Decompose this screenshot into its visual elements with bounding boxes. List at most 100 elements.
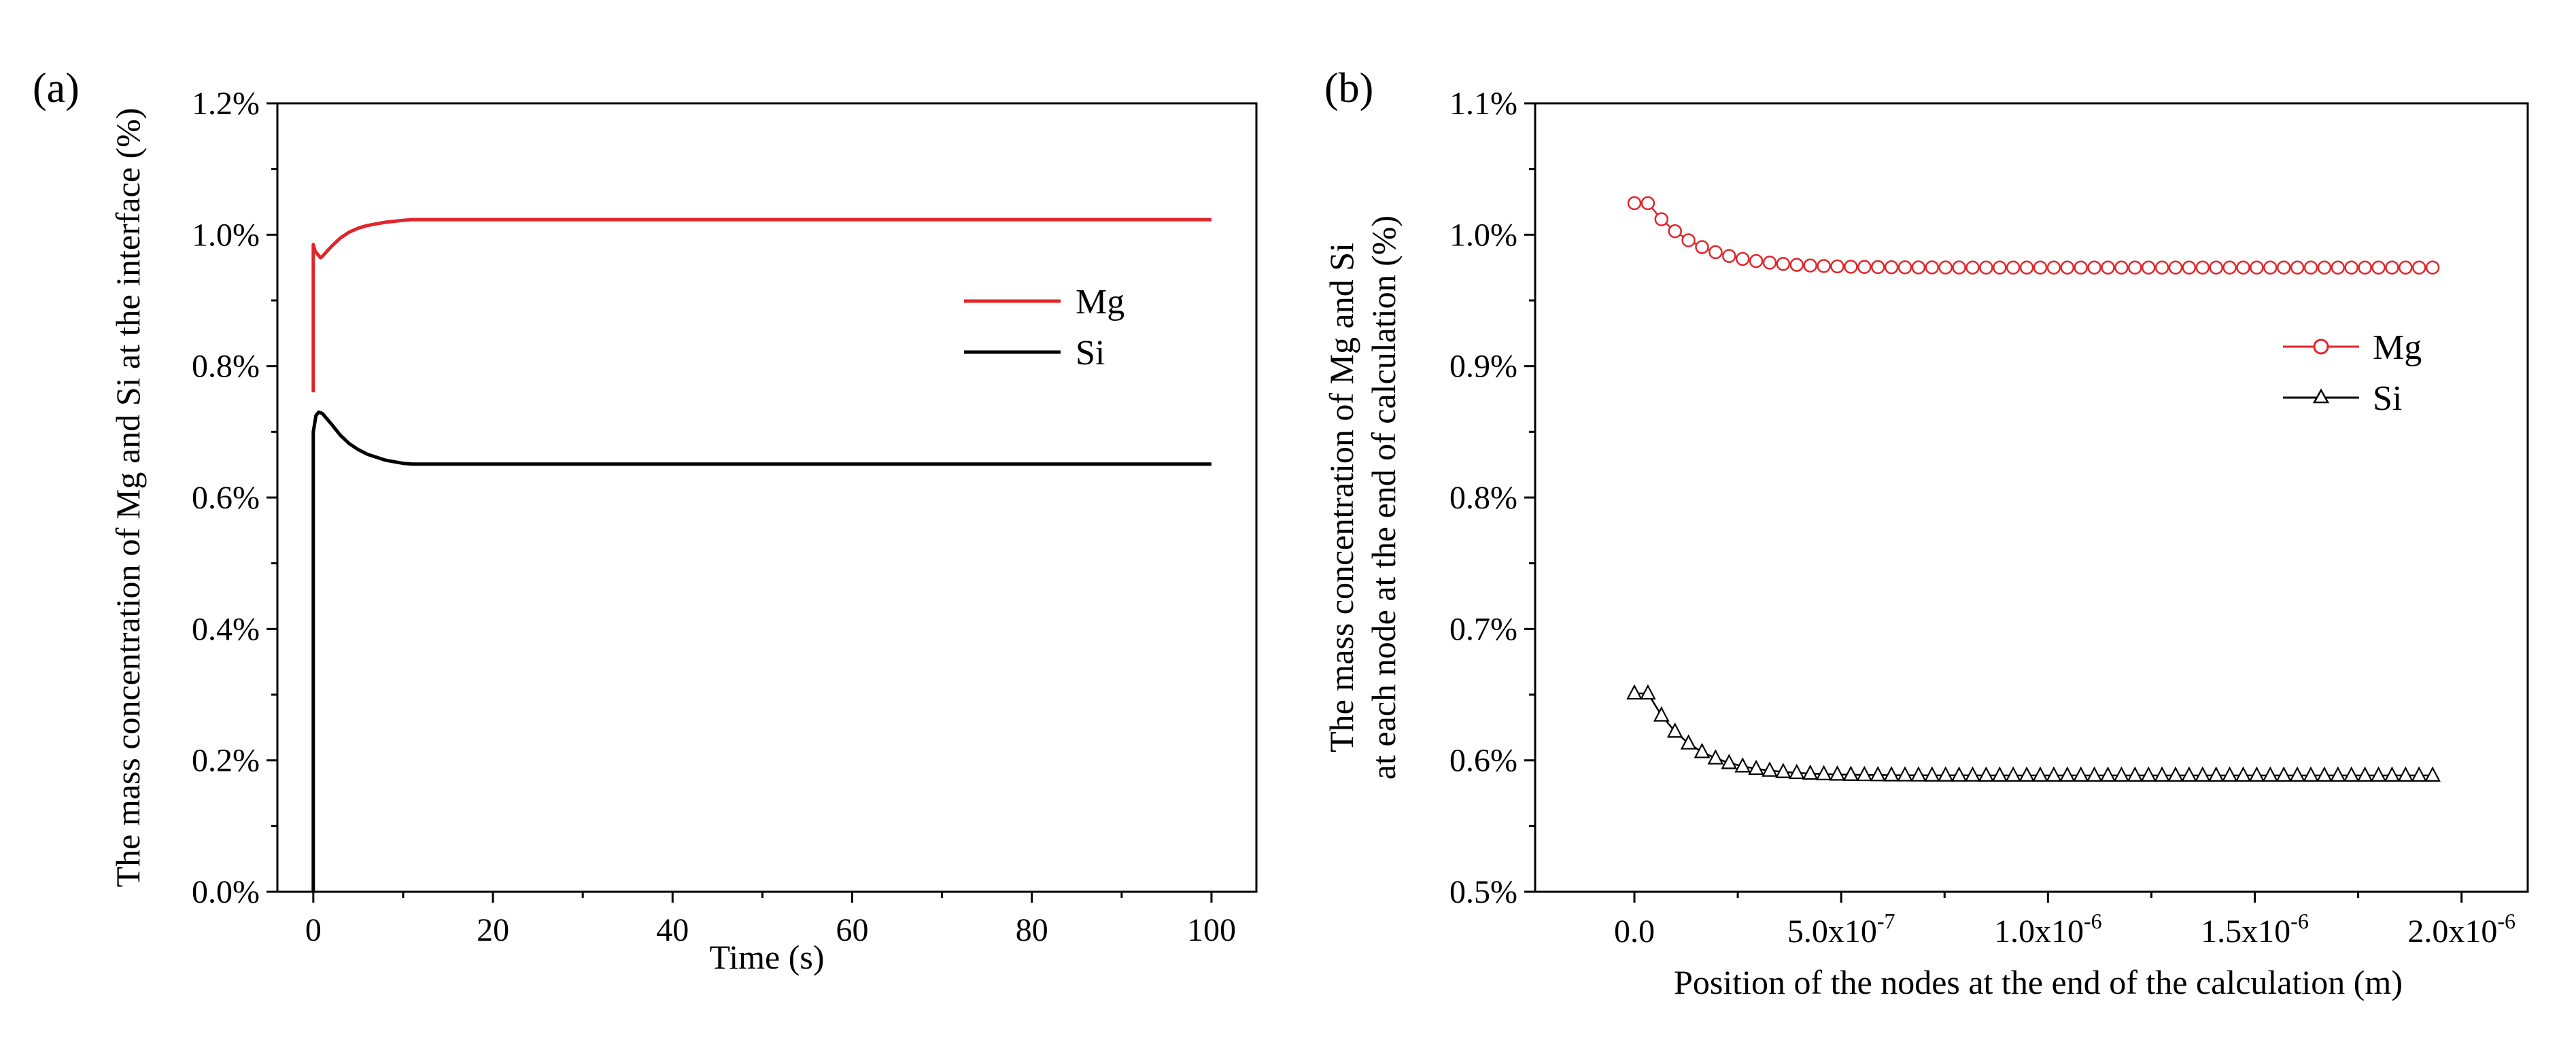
panel-b-y-tick-label: 0.9% xyxy=(1449,349,1517,385)
panel-b-point-si xyxy=(2397,766,2414,782)
panel-b-point-si xyxy=(1856,765,1873,782)
panel-b-point-si xyxy=(2113,766,2130,782)
panel-b-point-mg xyxy=(1870,260,1885,275)
panel-b-point-mg xyxy=(1993,260,2007,275)
panel-b-y-axis-title-line2: at each node at the end of calculation (… xyxy=(1364,215,1403,780)
panel-b-point-si xyxy=(2154,766,2170,782)
panel-a-legend-mg-label: Mg xyxy=(1076,283,1124,322)
panel-a-series-line-si xyxy=(311,410,1212,892)
panel-a-y-tick-label: 1.0% xyxy=(192,217,260,253)
panel-b-point-si xyxy=(2343,766,2360,782)
panel-b-point-mg xyxy=(2425,260,2440,275)
panel-b-point-mg xyxy=(2154,260,2169,275)
panel-b-point-mg xyxy=(1952,260,1966,275)
panel-b-point-mg xyxy=(2331,260,2346,275)
panel-b-y-tick-label: 0.5% xyxy=(1449,874,1517,910)
panel-a-plot-frame xyxy=(276,102,1258,893)
panel-b-point-si xyxy=(1897,766,1913,782)
panel-a-y-tick-label: 0.2% xyxy=(192,743,260,779)
panel-b-point-mg xyxy=(2290,260,2305,275)
panel-b-point-si xyxy=(2032,766,2048,782)
panel-b-legend-mg-label: Mg xyxy=(2373,328,2422,367)
panel-a-x-tick-label: 100 xyxy=(1187,912,1236,948)
panel-b-y-tick-label: 0.6% xyxy=(1449,743,1517,779)
panel-b-point-si xyxy=(1883,766,1900,782)
panel-b-point-mg xyxy=(1668,224,1682,239)
panel-b-point-si xyxy=(1666,722,1683,738)
panel-a-x-tick-label: 80 xyxy=(1016,912,1048,948)
panel-b-point-mg xyxy=(1897,260,1912,275)
panel-b-series xyxy=(1626,196,2441,782)
panel-b-point-si xyxy=(2248,766,2265,782)
panel-b-x-tick-label: 5.0x10-7 xyxy=(1787,909,1895,950)
panel-b-point-mg xyxy=(2236,260,2250,275)
panel-b-point-si xyxy=(2140,766,2157,782)
panel-b-y-tick-label: 0.7% xyxy=(1449,611,1517,647)
panel-b-x-tick-label: 2.0x10-6 xyxy=(2407,909,2515,950)
panel-b-point-mg xyxy=(2019,260,2034,275)
panel-b-point-si xyxy=(2370,766,2387,782)
panel-b-point-mg xyxy=(2276,260,2291,275)
panel-b-point-si xyxy=(2262,766,2279,782)
panel-b-point-mg xyxy=(2385,260,2399,275)
panel-b-y-tick-label: 1.0% xyxy=(1449,217,1517,253)
panel-b-point-si xyxy=(1748,759,1764,776)
panel-b-point-mg xyxy=(1735,251,1750,266)
panel-b-y-tick-label: 1.1% xyxy=(1449,86,1517,122)
panel-b-point-mg xyxy=(1925,260,1940,275)
panel-b-point-si xyxy=(1721,754,1738,769)
panel-b-point-si xyxy=(1991,766,2008,782)
panel-a-y-tick-label: 0.0% xyxy=(192,874,260,910)
panel-b-point-si xyxy=(1842,765,1859,781)
panel-b-point-mg xyxy=(2371,260,2386,275)
panel-b-point-mg xyxy=(2222,260,2237,275)
panel-b-point-mg xyxy=(1817,259,1831,273)
panel-b-point-mg xyxy=(1844,260,1858,274)
panel-b-point-si xyxy=(1694,742,1711,759)
panel-b-point-si xyxy=(2235,766,2252,782)
panel-b-point-si xyxy=(2411,766,2428,782)
panel-b-legend-si-marker xyxy=(2312,388,2330,404)
panel-b-point-si xyxy=(1937,766,1954,782)
panel-b-point-si xyxy=(1680,734,1697,750)
panel-b-point-si xyxy=(1923,766,1940,782)
panel-a-x-tick-label: 60 xyxy=(836,912,869,948)
panel-b-point-si xyxy=(2181,766,2197,782)
panel-b-point-si xyxy=(1653,706,1670,722)
panel-b-point-mg xyxy=(2344,260,2358,275)
panel-b-point-mg xyxy=(2141,260,2156,275)
panel-b-point-si xyxy=(2356,766,2373,782)
panel-a-chart: (a) 0.0% 0.2% 0.4% 0.6% 0.8% 1.0% 1.2% 0 20 40 60… xyxy=(33,65,1258,976)
panel-b-point-si xyxy=(2005,766,2022,782)
panel-a-y-tick-label: 1.2% xyxy=(192,86,260,122)
panel-b-point-si xyxy=(1775,763,1791,778)
panel-b-point-mg xyxy=(1938,260,1953,275)
panel-b-point-mg xyxy=(1722,249,1736,263)
panel-b-point-mg xyxy=(2250,260,2264,275)
panel-b-point-mg xyxy=(2101,260,2115,275)
panel-b-point-mg xyxy=(1911,260,1926,275)
panel-a-y-tick-label: 0.6% xyxy=(192,480,260,516)
panel-b-point-mg xyxy=(2195,260,2210,275)
panel-a-y-tick-label: 0.4% xyxy=(192,611,260,647)
panel-b-point-mg xyxy=(2087,260,2101,275)
panel-b-point-mg xyxy=(1776,256,1791,271)
panel-b-legend: Mg Si xyxy=(2283,328,2422,418)
panel-b-point-si xyxy=(1640,684,1656,700)
panel-b-point-si xyxy=(2127,766,2144,782)
panel-b-point-si xyxy=(1762,761,1778,777)
panel-b-y-ticks: 0.5% 0.6% 0.7% 0.8% 0.9% 1.0% 1.1% xyxy=(1449,86,1535,910)
panel-a-x-axis-title: Time (s) xyxy=(709,938,824,976)
panel-a-series xyxy=(311,218,1212,892)
panel-b-point-mg xyxy=(1681,233,1696,247)
panel-b-point-si xyxy=(2099,766,2116,782)
panel-b-point-mg xyxy=(1708,245,1723,260)
panel-b-point-mg xyxy=(1979,260,1993,275)
panel-b-point-mg xyxy=(1965,260,1980,275)
panel-b-point-si xyxy=(1978,766,1995,782)
panel-b-point-mg xyxy=(2263,260,2278,275)
panel-b-point-si xyxy=(2019,766,2035,782)
panel-b-point-si xyxy=(1964,766,1981,782)
panel-b-point-si xyxy=(2167,766,2184,782)
